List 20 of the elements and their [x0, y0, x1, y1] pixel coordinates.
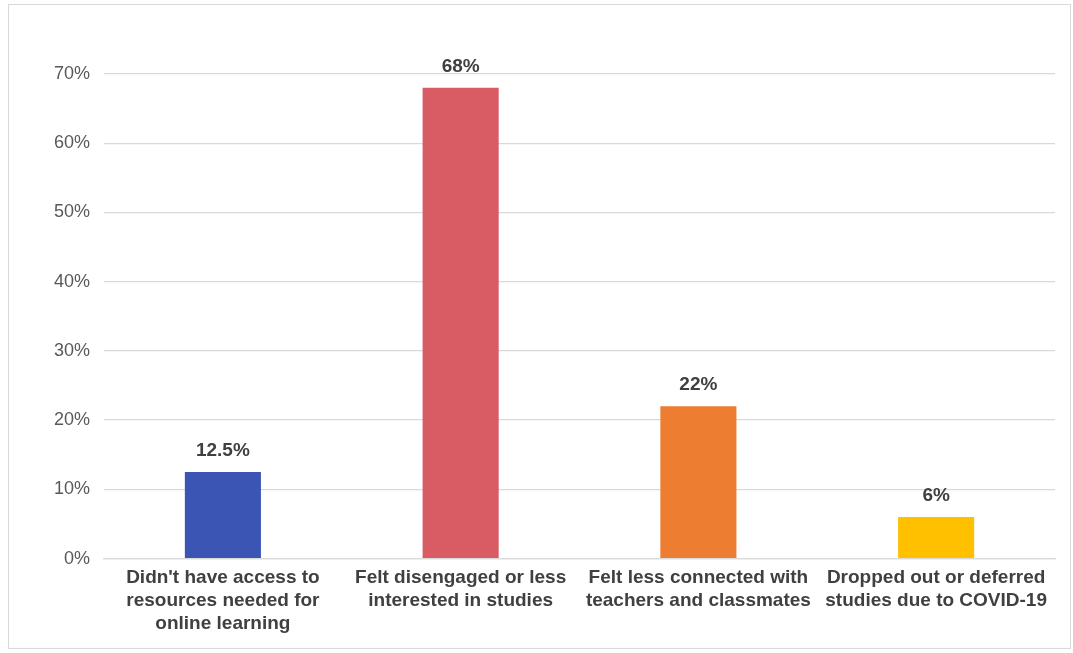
bar — [422, 87, 499, 558]
y-tick-label: 60% — [54, 132, 91, 153]
data-label: 22% — [679, 373, 718, 395]
x-tick-label: Dropped out or deferred studies due to COVID-19 — [825, 566, 1047, 611]
y-tick-label: 50% — [54, 201, 91, 222]
x-tick-label: Didn't have access to resources needed for online learning — [126, 566, 321, 633]
data-label: 12.5% — [195, 438, 250, 460]
bar — [184, 472, 261, 558]
bar — [898, 517, 975, 558]
x-tick-label: Felt less connected with teachers and classmates — [585, 566, 811, 611]
y-tick-label: 20% — [54, 409, 91, 430]
x-tick-label: Felt disengaged or less interested in studies — [355, 566, 567, 611]
y-tick-label: 30% — [54, 339, 91, 360]
y-tick-label: 70% — [54, 62, 91, 83]
data-label: 6% — [922, 483, 950, 505]
y-tick-label: 0% — [64, 547, 91, 568]
data-label: 68% — [441, 54, 480, 76]
y-tick-label: 10% — [54, 478, 91, 499]
y-tick-label: 40% — [54, 270, 91, 291]
bar — [660, 406, 737, 558]
